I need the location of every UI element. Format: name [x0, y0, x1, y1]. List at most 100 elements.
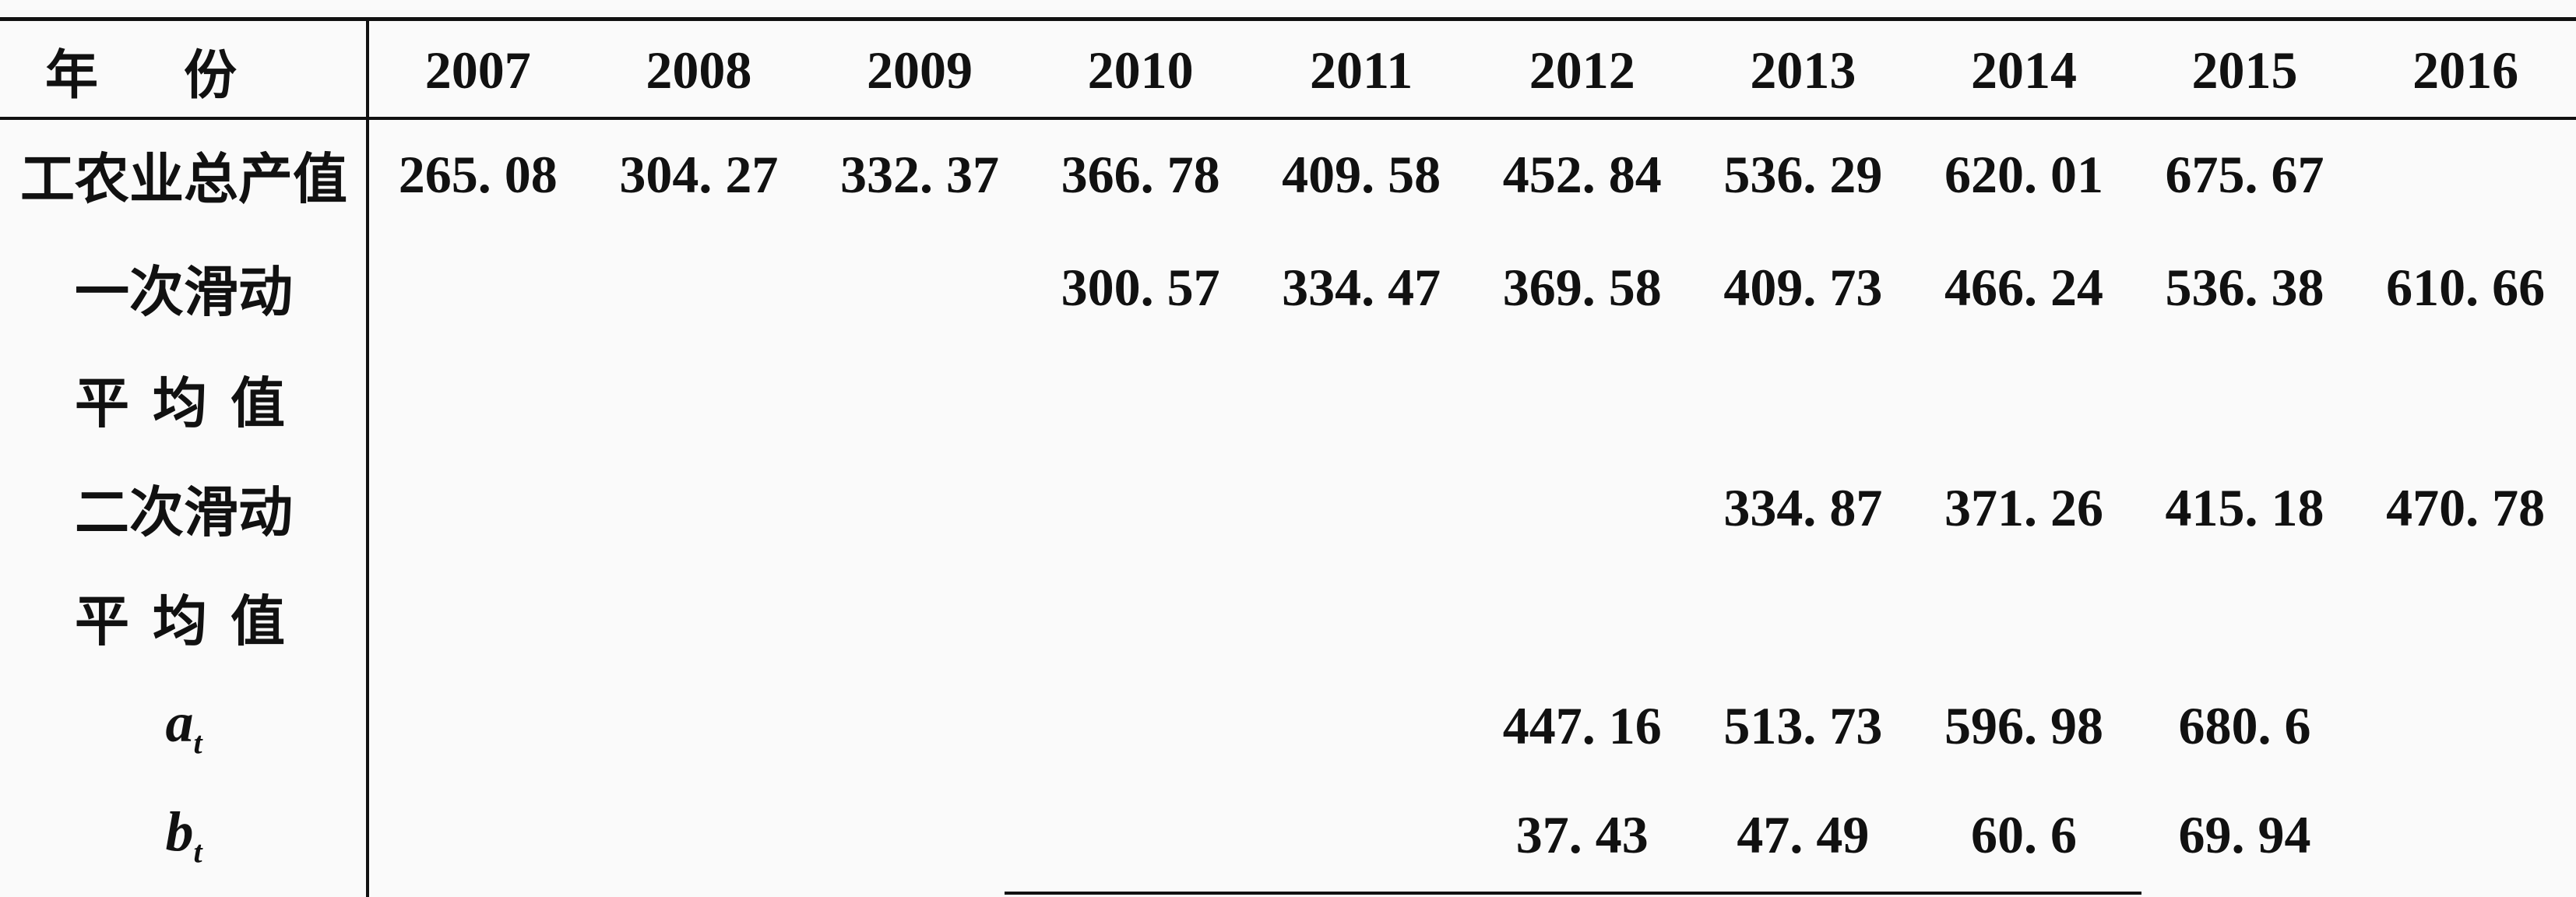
row-label-sub: t — [193, 834, 202, 870]
table-cell: 470. 78 — [2386, 477, 2546, 537]
table-cell — [1913, 562, 2134, 671]
table-cell — [368, 231, 589, 344]
row-label-var: b — [165, 800, 194, 863]
header-row: 年份 2007 2008 2009 2010 2011 2012 2013 20… — [0, 22, 2576, 118]
year-header-cell: 2010 — [1087, 40, 1194, 100]
table-cell — [368, 344, 589, 453]
table-row-a-t: at 447. 16 513. 73 596. 98 680. 6 — [0, 671, 2576, 780]
row-label-b-t: bt — [0, 780, 368, 889]
table-cell: 304. 27 — [619, 145, 779, 204]
table-cell — [1251, 453, 1472, 562]
table-cell — [1472, 562, 1693, 671]
table-cell — [2355, 780, 2576, 889]
row-label: 平均值 — [75, 371, 308, 435]
table-cell — [2134, 562, 2356, 671]
table-cell — [1030, 344, 1251, 453]
table-bottom-rule — [1005, 892, 2141, 895]
table-cell — [1693, 344, 1914, 453]
table-cell — [589, 231, 810, 344]
table-cell: 60. 6 — [1970, 804, 2077, 864]
table-cell — [2355, 118, 2576, 231]
row-label-sub: t — [193, 725, 202, 761]
table-cell — [368, 671, 589, 780]
row-label: 平均值 — [75, 589, 308, 653]
table-header-rule — [0, 117, 2576, 120]
year-header-cell: 2012 — [1529, 40, 1635, 100]
table-cell — [809, 562, 1030, 671]
table-cell: 47. 49 — [1737, 804, 1870, 864]
table-cell: 596. 98 — [1944, 695, 2103, 755]
year-header-cell: 2013 — [1750, 40, 1856, 100]
row-label: 二次滑动 — [75, 480, 293, 544]
table-cell: 409. 73 — [1723, 258, 1883, 317]
table-cell — [1030, 562, 1251, 671]
table-cell: 536. 38 — [2165, 258, 2324, 317]
table-cell — [1251, 344, 1472, 453]
table-cell: 334. 87 — [1723, 477, 1883, 537]
year-header-cell: 2009 — [866, 40, 973, 100]
table-cell — [1472, 344, 1693, 453]
table-cell — [809, 453, 1030, 562]
table-cell: 371. 26 — [1944, 477, 2103, 537]
table-cell — [589, 453, 810, 562]
table-cell: 452. 84 — [1502, 145, 1662, 204]
year-header-cell: 2015 — [2191, 40, 2298, 100]
year-header-cell: 2007 — [424, 40, 531, 100]
table-cell: 415. 18 — [2165, 477, 2324, 537]
table-row-first-moving: 一次滑动 300. 57 334. 47 369. 58 409. 73 466… — [0, 231, 2576, 344]
table-cell — [1030, 780, 1251, 889]
table-cell: 620. 01 — [1944, 145, 2103, 204]
table-cell — [809, 231, 1030, 344]
table-cell — [1251, 562, 1472, 671]
table-cell: 37. 43 — [1515, 804, 1649, 864]
table-cell: 69. 94 — [2178, 804, 2311, 864]
table-cell — [1472, 453, 1693, 562]
table-row-total-output: 工农业总产值 265. 08 304. 27 332. 37 366. 78 4… — [0, 118, 2576, 231]
table-row-second-moving-cont: 平均值 — [0, 562, 2576, 671]
year-header-cell: 2008 — [646, 40, 752, 100]
table-cell — [809, 344, 1030, 453]
table-cell: 466. 24 — [1944, 258, 2103, 317]
table-cell: 369. 58 — [1502, 258, 1662, 317]
table-row-second-moving: 二次滑动 334. 87 371. 26 415. 18 470. 78 — [0, 453, 2576, 562]
table-cell — [1030, 671, 1251, 780]
year-header-label: 年份 — [44, 44, 322, 107]
year-header-cell: 2016 — [2412, 40, 2519, 100]
table-cell — [809, 780, 1030, 889]
year-header-cell: 2011 — [1310, 40, 1413, 100]
table-cell — [368, 780, 589, 889]
table-cell: 334. 47 — [1282, 258, 1441, 317]
row-label: 一次滑动 — [75, 260, 293, 324]
table-cell: 610. 66 — [2386, 258, 2546, 317]
table-cell — [1913, 344, 2134, 453]
table-cell: 536. 29 — [1723, 145, 1883, 204]
table-cell: 513. 73 — [1723, 695, 1883, 755]
table-cell: 300. 57 — [1061, 258, 1220, 317]
table-cell — [589, 780, 810, 889]
table-top-rule — [0, 17, 2576, 21]
table-cell — [2134, 344, 2356, 453]
table-cell: 675. 67 — [2165, 145, 2324, 204]
table-cell — [1693, 562, 1914, 671]
year-header-cell: 2014 — [1970, 40, 2077, 100]
table-label-divider — [366, 17, 369, 897]
table-cell: 366. 78 — [1061, 145, 1220, 204]
row-label-a-t: at — [0, 671, 368, 780]
table-cell: 409. 58 — [1282, 145, 1441, 204]
table-cell: 265. 08 — [398, 145, 558, 204]
row-label: 工农业总产值 — [20, 147, 347, 211]
table-row-b-t: bt 37. 43 47. 49 60. 6 69. 94 — [0, 780, 2576, 889]
table-cell — [1251, 671, 1472, 780]
table-row-first-moving-cont: 平均值 — [0, 344, 2576, 453]
table-cell: 680. 6 — [2178, 695, 2311, 755]
table-cell: 447. 16 — [1502, 695, 1662, 755]
moving-average-table: 年份 2007 2008 2009 2010 2011 2012 2013 20… — [0, 22, 2576, 889]
table-cell — [589, 671, 810, 780]
table-cell — [2355, 344, 2576, 453]
table-cell — [589, 344, 810, 453]
table-cell — [2355, 671, 2576, 780]
table-cell — [1030, 453, 1251, 562]
table-cell — [1251, 780, 1472, 889]
table-cell — [368, 562, 589, 671]
